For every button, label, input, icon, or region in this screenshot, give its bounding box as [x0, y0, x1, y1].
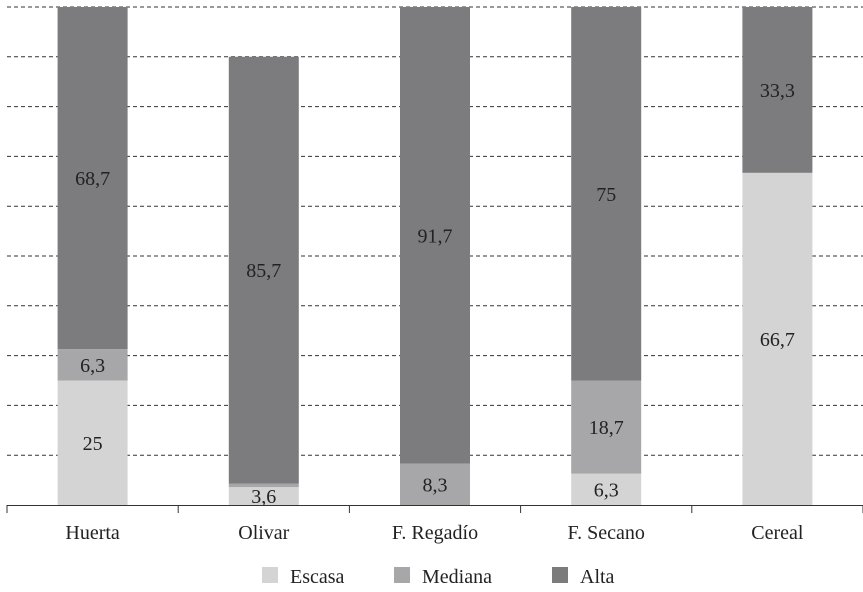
data-label-huerta-escasa: 25: [83, 433, 103, 455]
legend-swatch-mediana: [394, 567, 410, 583]
data-label-olivar-alta: 85,7: [246, 260, 281, 282]
bar-huerta-alta: [57, 7, 128, 350]
x-tick-label-olivar: Olivar: [238, 522, 289, 544]
data-label-huerta-alta: 68,7: [75, 168, 110, 190]
bar-f-regadio-mediana: [400, 463, 470, 505]
x-tick-label-cereal: Cereal: [751, 522, 804, 544]
data-label-olivar-escasa: 3,6: [251, 486, 276, 508]
x-tick-label-f-secano: F. Secano: [568, 522, 645, 544]
bar-f-secano-mediana: [571, 380, 642, 474]
bar-olivar-mediana: [228, 483, 299, 488]
bar-cereal-alta: [742, 7, 813, 173]
bar-huerta-mediana: [57, 349, 128, 381]
legend-label-escasa: Escasa: [290, 566, 345, 588]
data-label-f-regadio-mediana: 8,3: [423, 474, 448, 496]
bar-olivar-alta: [228, 56, 299, 484]
data-label-cereal-alta: 33,3: [760, 80, 795, 102]
legend-label-mediana: Mediana: [422, 566, 492, 588]
bar-f-secano-alta: [571, 7, 642, 381]
x-tick-label-f-regadio: F. Regadío: [392, 522, 478, 544]
data-label-huerta-mediana: 6,3: [80, 355, 105, 377]
legend-swatch-escasa: [262, 567, 278, 583]
x-axis: Huerta Olivar F. Regadío F. Secano Cereal: [6, 505, 863, 544]
data-label-f-secano-escasa: 6,3: [594, 479, 619, 501]
data-label-f-secano-mediana: 18,7: [589, 417, 624, 439]
legend-swatch-alta: [552, 567, 568, 583]
legend: Escasa Mediana Alta: [262, 566, 615, 588]
bar-olivar-escasa: [228, 487, 299, 505]
data-label-f-secano-alta: 75: [596, 184, 616, 206]
bar-cereal-escasa: [742, 172, 813, 506]
data-label-f-regadio-alta: 91,7: [418, 225, 453, 247]
bar-huerta-escasa: [57, 380, 128, 505]
data-label-cereal-escasa: 66,7: [760, 329, 795, 351]
legend-label-alta: Alta: [580, 566, 615, 588]
x-tick-label-huerta: Huerta: [65, 522, 120, 544]
bar-f-secano-escasa: [571, 473, 642, 505]
bars: 25 6,3 68,7 3,6 85,7 8,3 91,7 6,3 18,7 75 66,7 33,3: [57, 7, 813, 508]
bar-f-regadio-alta: [400, 7, 470, 464]
